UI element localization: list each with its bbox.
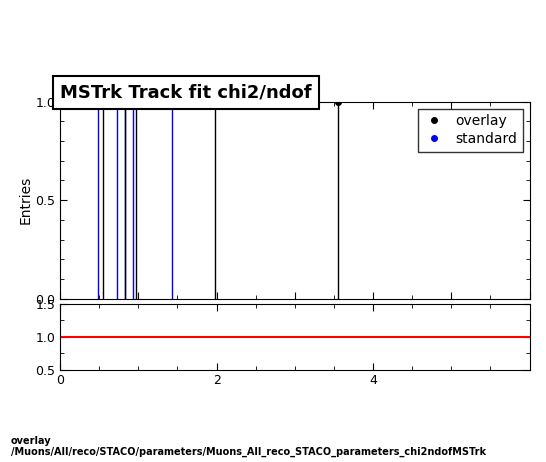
- standard: [129, 99, 136, 104]
- overlay: [212, 99, 218, 104]
- Text: overlay
/Muons/All/reco/STACO/parameters/Muons_All_reco_STACO_parameters_chi2ndo: overlay /Muons/All/reco/STACO/parameters…: [11, 436, 486, 457]
- standard: [122, 99, 128, 104]
- overlay: [122, 99, 128, 104]
- overlay: [335, 99, 341, 104]
- Y-axis label: Entries: Entries: [19, 176, 32, 224]
- standard: [94, 99, 101, 104]
- standard: [114, 99, 121, 104]
- standard: [169, 99, 175, 104]
- Line: standard: standard: [95, 99, 175, 104]
- Line: overlay: overlay: [100, 99, 341, 104]
- Text: MSTrk Track fit chi2/ndof: MSTrk Track fit chi2/ndof: [60, 84, 312, 102]
- overlay: [100, 99, 106, 104]
- overlay: [133, 99, 139, 104]
- Legend: overlay, standard: overlay, standard: [418, 109, 523, 152]
